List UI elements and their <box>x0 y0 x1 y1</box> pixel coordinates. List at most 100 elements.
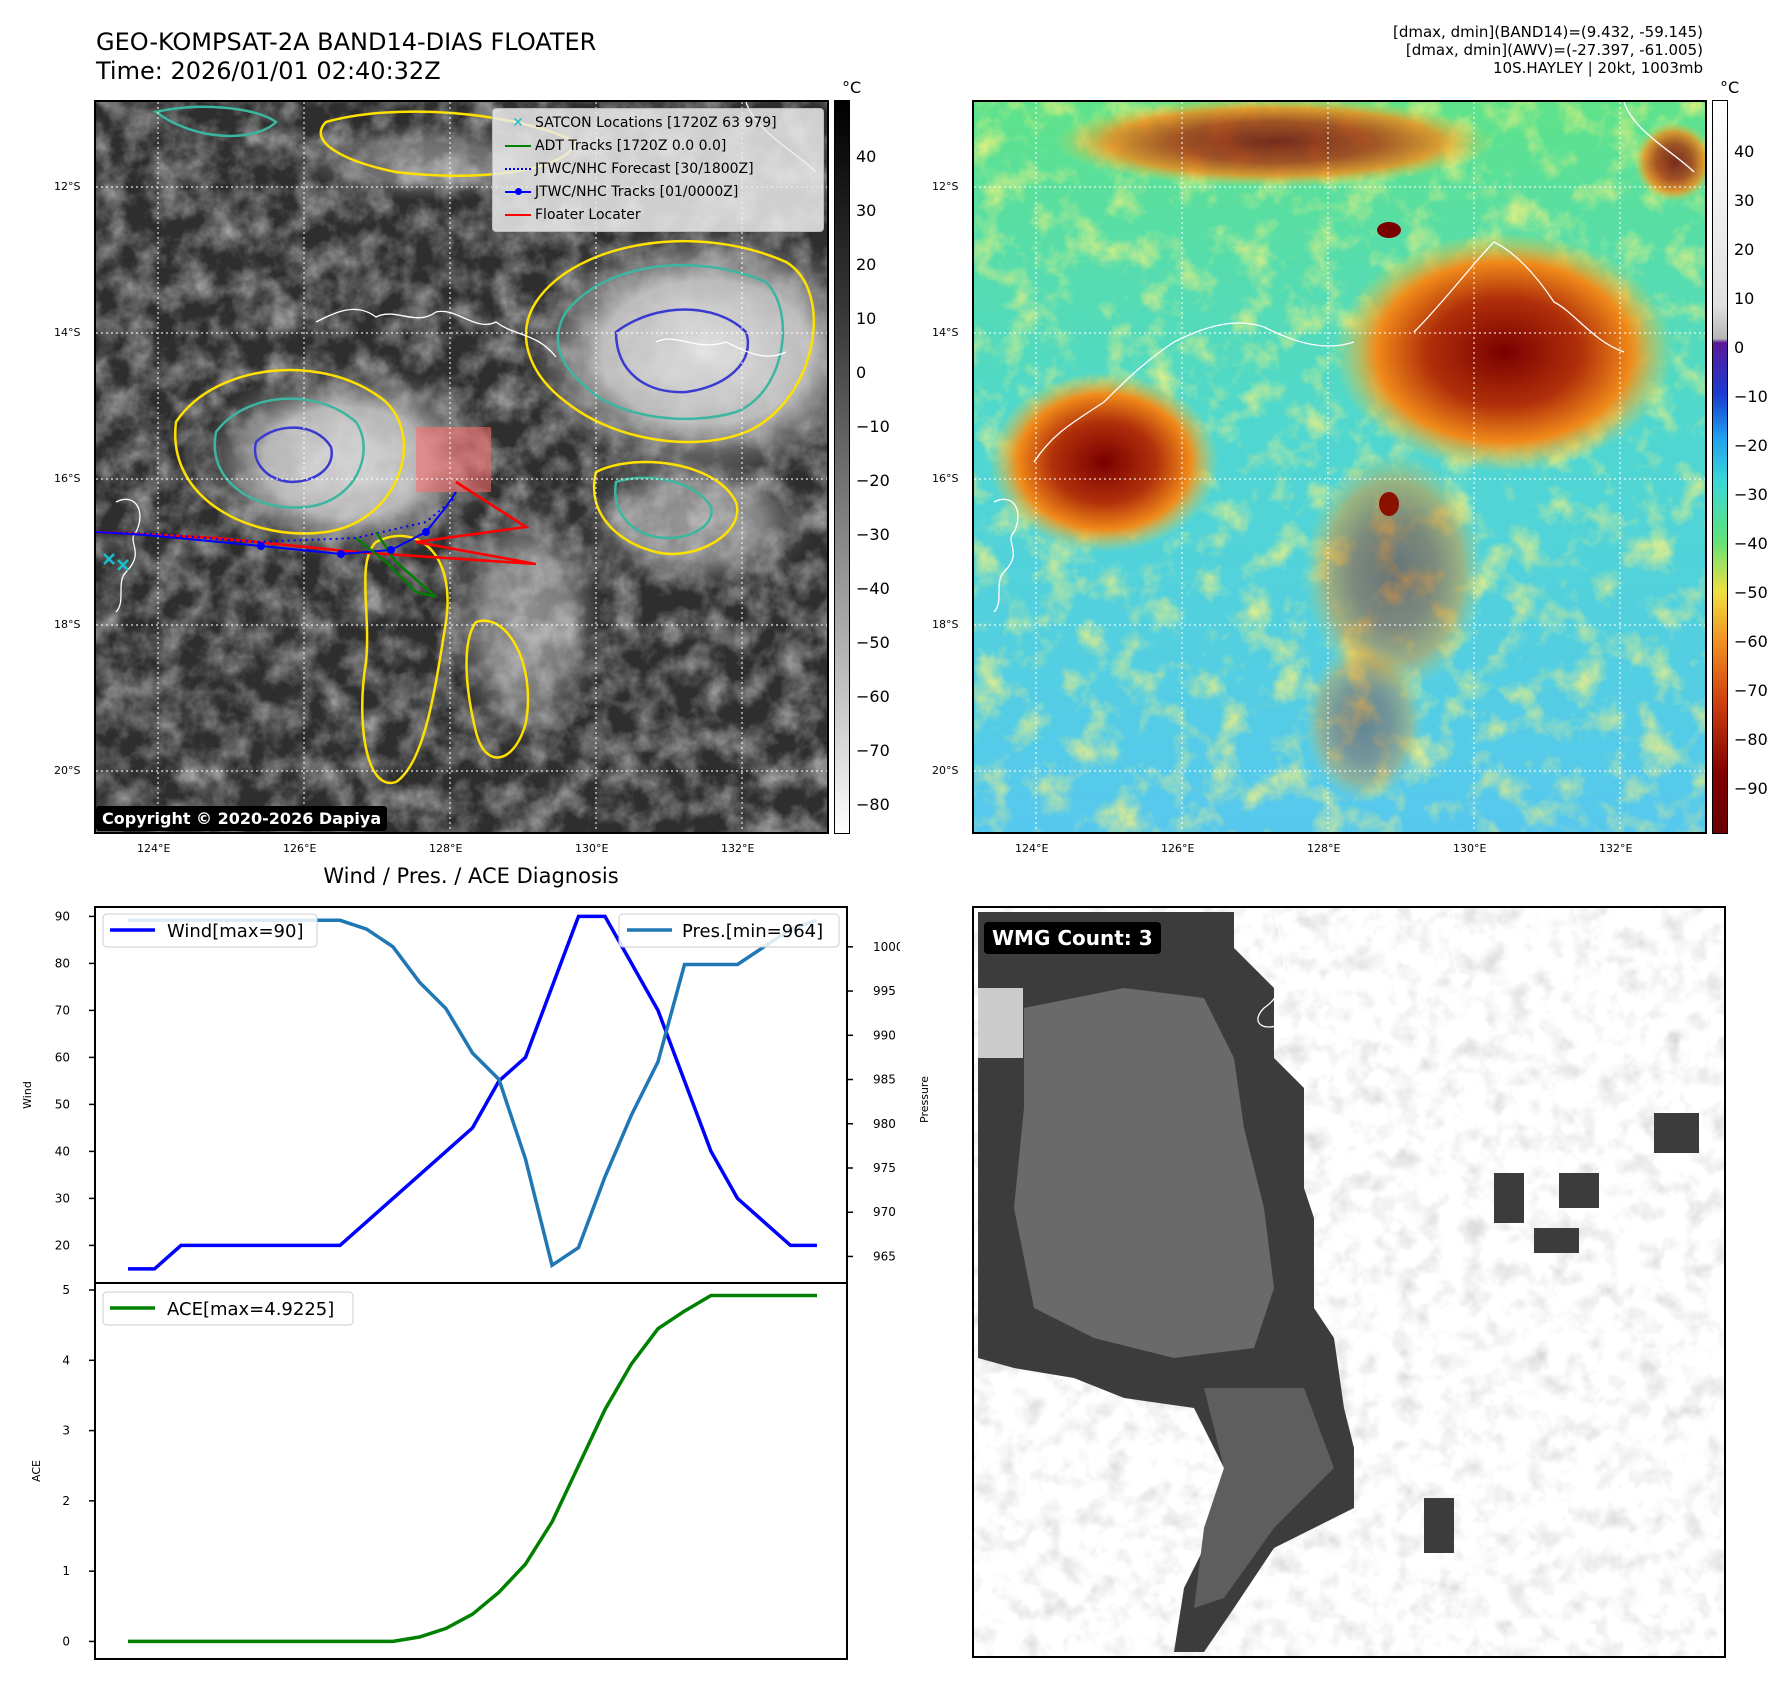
panel-a-title-line1: GEO-KOMPSAT-2A BAND14-DIAS FLOATER <box>96 28 597 56</box>
colorbar-tick-label: 0 <box>856 363 867 382</box>
panel-b-colorbar-unit: °C <box>1720 78 1740 97</box>
colorbar-tick-label: 40 <box>856 147 877 166</box>
panel-b-lon-label: 124°E <box>1015 842 1049 855</box>
y-tick-label: 1 <box>62 1564 70 1578</box>
panel-a-lon-label: 132°E <box>721 842 755 855</box>
panel-b-lon-label: 126°E <box>1161 842 1195 855</box>
x-marker-icon: ✕ <box>512 115 524 131</box>
colorbar-tick-label: −40 <box>1734 534 1768 553</box>
dotted-line-icon <box>501 168 535 170</box>
panel-b-colorbar <box>1712 100 1728 834</box>
panel-c-title: Wind / Pres. / ACE Diagnosis <box>323 864 619 888</box>
colorbar-tick-label: −30 <box>856 525 890 544</box>
panel-a-lon-label: 124°E <box>137 842 171 855</box>
colorbar-tick-label: 40 <box>1734 142 1755 161</box>
ace-legend: ACE[max=4.9225] <box>102 1291 354 1326</box>
colorbar-tick-label: −80 <box>1734 730 1768 749</box>
panel-a-colorbar <box>834 100 850 834</box>
legend-floater: Floater Locater <box>501 207 641 223</box>
green-line-icon <box>501 145 535 147</box>
panel-a-lat-label: 16°S <box>54 472 81 485</box>
ace-axes <box>94 1282 848 1660</box>
wind-axis-label: Wind <box>21 1081 34 1109</box>
line-dot-icon <box>501 188 535 195</box>
legend-adt: ADT Tracks [1720Z 0.0 0.0] <box>501 138 726 154</box>
pressure-series-line <box>128 918 818 1269</box>
y-tick-label: 50 <box>55 1097 70 1111</box>
colorbar-tick-label: 30 <box>1734 191 1755 210</box>
y-tick-label: 0 <box>62 1634 70 1648</box>
colorbar-tick-label: 10 <box>1734 289 1755 308</box>
colorbar-tick-label: −80 <box>856 795 890 814</box>
y2-tick-label: 980 <box>873 1117 896 1131</box>
panel-a-lon-label: 126°E <box>283 842 317 855</box>
y2-tick-label: 1000 <box>873 940 900 954</box>
y-tick-label: 40 <box>55 1144 70 1158</box>
y-tick-label: 60 <box>55 1050 70 1064</box>
y2-tick-label: 990 <box>873 1028 896 1042</box>
colorbar-tick-label: −10 <box>856 417 890 436</box>
panel-d-zoom: WMG Count: 3 <box>972 906 1726 1658</box>
svg-text:Pres.[min=964]: Pres.[min=964] <box>682 921 823 942</box>
colorbar-tick-label: −50 <box>1734 583 1768 602</box>
y2-tick-label: 985 <box>873 1073 896 1087</box>
panel-b-lat-label: 18°S <box>932 618 959 631</box>
panel-b-stats: [dmax, dmin](BAND14)=(9.432, -59.145) [d… <box>1393 23 1703 77</box>
y-tick-label: 20 <box>55 1238 70 1252</box>
svg-text:Wind[max=90]: Wind[max=90] <box>167 921 304 942</box>
pressure-axis-label: Pressure <box>918 1076 931 1123</box>
legend-satcon: ✕ SATCON Locations [1720Z 63 979] <box>501 115 777 131</box>
y2-tick-label: 965 <box>873 1249 896 1263</box>
panel-b-lon-label: 130°E <box>1453 842 1487 855</box>
panel-a-title-line2: Time: 2026/01/01 02:40:32Z <box>96 57 441 85</box>
wind-series-line <box>128 914 817 1271</box>
panel-b-lat-label: 16°S <box>932 472 959 485</box>
colorbar-tick-label: 30 <box>856 201 877 220</box>
colorbar-tick-label: 20 <box>856 255 877 274</box>
y2-tick-label: 995 <box>873 984 896 998</box>
y-tick-label: 30 <box>55 1191 70 1205</box>
colorbar-tick-label: 0 <box>1734 338 1745 357</box>
panel-b-lat-label: 14°S <box>932 326 959 339</box>
colorbar-tick-label: −90 <box>1734 779 1768 798</box>
y-tick-label: 2 <box>62 1494 70 1508</box>
colorbar-tick-label: −40 <box>856 579 890 598</box>
colorbar-tick-label: 20 <box>1734 240 1755 259</box>
y2-tick-label: 970 <box>873 1205 896 1219</box>
y-tick-label: 90 <box>55 909 70 923</box>
stat-line-band14: [dmax, dmin](BAND14)=(9.432, -59.145) <box>1392 23 1703 41</box>
red-line-icon <box>501 214 535 216</box>
panel-a-lat-label: 20°S <box>54 764 81 777</box>
panel-a-legend: ✕ SATCON Locations [1720Z 63 979] ADT Tra… <box>492 108 824 232</box>
wind-legend: Wind[max=90] <box>102 913 318 948</box>
colorbar-tick-label: 10 <box>856 309 877 328</box>
stat-line-awv: [dmax, dmin](AWV)=(-27.397, -61.005) <box>1405 41 1703 59</box>
panel-b-lon-label: 128°E <box>1307 842 1341 855</box>
ace-series-line <box>128 1293 817 1644</box>
panel-a-lat-label: 12°S <box>54 180 81 193</box>
y-tick-label: 80 <box>55 956 70 970</box>
y-tick-label: 4 <box>62 1353 70 1367</box>
colorbar-tick-label: −70 <box>856 741 890 760</box>
colorbar-tick-label: −70 <box>1734 681 1768 700</box>
panel-a-map: ✕ SATCON Locations [1720Z 63 979] ADT Tra… <box>94 100 829 834</box>
colorbar-tick-label: −60 <box>856 687 890 706</box>
stat-line-storm: 10S.HAYLEY | 20kt, 1003mb <box>1493 59 1703 77</box>
panel-b-map <box>972 100 1707 834</box>
wmg-count-badge: WMG Count: 3 <box>984 922 1161 954</box>
panel-a-lon-label: 128°E <box>429 842 463 855</box>
panel-b-lon-label: 132°E <box>1599 842 1633 855</box>
colorbar-tick-label: −20 <box>856 471 890 490</box>
panel-b-lat-label: 12°S <box>932 180 959 193</box>
legend-forecast: JTWC/NHC Forecast [30/1800Z] <box>501 161 754 177</box>
panel-d-pixel-image <box>978 911 1720 1652</box>
legend-tracks: JTWC/NHC Tracks [01/0000Z] <box>501 184 738 200</box>
colorbar-tick-label: −20 <box>1734 436 1768 455</box>
colorbar-tick-label: −10 <box>1734 387 1768 406</box>
colorbar-tick-label: −30 <box>1734 485 1768 504</box>
y-tick-label: 5 <box>62 1283 70 1297</box>
colorbar-tick-label: −50 <box>856 633 890 652</box>
y-tick-label: 70 <box>55 1003 70 1017</box>
ace-axis-label: ACE <box>30 1460 43 1482</box>
